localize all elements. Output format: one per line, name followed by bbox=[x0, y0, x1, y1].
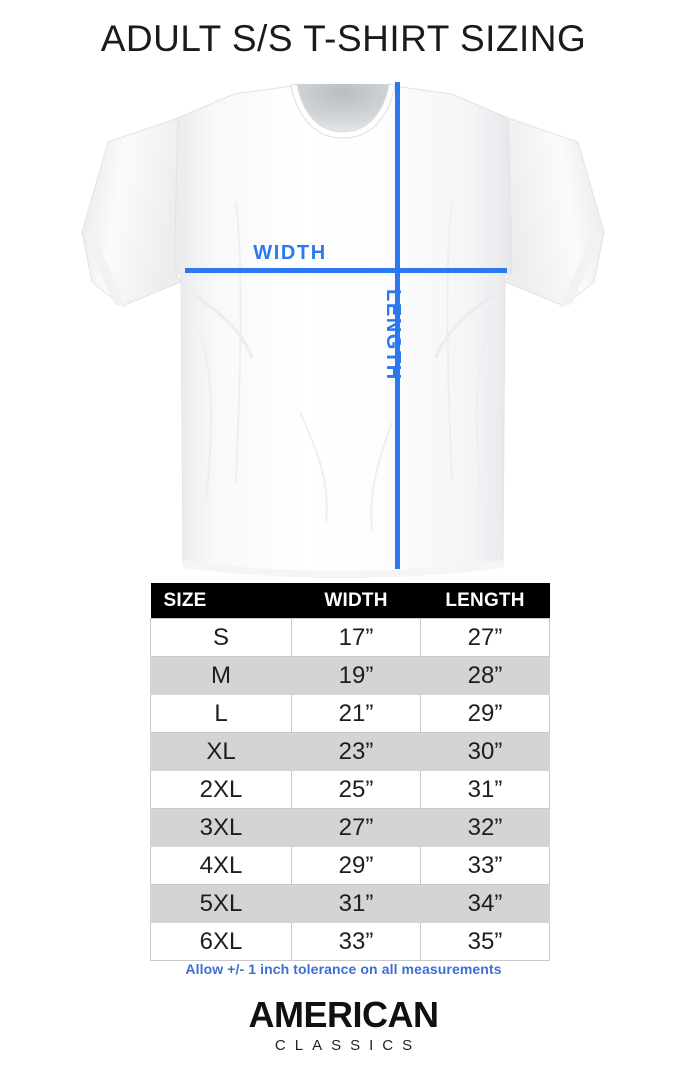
table-body: S 17” 27” M 19” 28” L 21” 29” XL 23” 30”… bbox=[150, 618, 550, 961]
cell-size: 4XL bbox=[150, 846, 292, 885]
cell-length: 30” bbox=[420, 732, 550, 771]
cell-length: 32” bbox=[420, 808, 550, 847]
right-sleeve-hem bbox=[560, 234, 602, 308]
cell-size: 6XL bbox=[150, 922, 292, 961]
left-sleeve-hem bbox=[84, 234, 126, 308]
cell-size: S bbox=[150, 618, 292, 657]
cell-width: 17” bbox=[291, 618, 421, 657]
collar-opening-shape bbox=[293, 84, 393, 134]
table-header-row: SIZE WIDTH LENGTH bbox=[150, 583, 550, 619]
table-row: 4XL 29” 33” bbox=[150, 846, 550, 885]
cell-length: 29” bbox=[420, 694, 550, 733]
table-row: 5XL 31” 34” bbox=[150, 884, 550, 923]
armpit-creases bbox=[195, 294, 493, 359]
table-row: XL 23” 30” bbox=[150, 732, 550, 771]
cell-size: M bbox=[150, 656, 292, 695]
cell-width: 25” bbox=[291, 770, 421, 809]
cell-width: 19” bbox=[291, 656, 421, 695]
cell-size: 3XL bbox=[150, 808, 292, 847]
bottom-hem-shape bbox=[183, 560, 503, 578]
tshirt-body-shape bbox=[173, 85, 513, 575]
page-title: ADULT S/S T-SHIRT SIZING bbox=[100, 18, 587, 59]
table-row: 3XL 27” 32” bbox=[150, 808, 550, 847]
tolerance-note: Allow +/- 1 inch tolerance on all measur… bbox=[185, 961, 502, 977]
size-chart-table: SIZE WIDTH LENGTH S 17” 27” M 19” 28” L … bbox=[150, 583, 550, 961]
brand-logo: AMERICAN CLASSICS bbox=[0, 995, 687, 1057]
brand-name-secondary: CLASSICS bbox=[274, 1037, 422, 1054]
table-row: S 17” 27” bbox=[150, 618, 550, 657]
brand-name-primary: AMERICAN bbox=[248, 994, 440, 1035]
cell-width: 23” bbox=[291, 732, 421, 771]
table-header: SIZE WIDTH LENGTH bbox=[150, 583, 550, 619]
cell-size: 2XL bbox=[150, 770, 292, 809]
column-header-size: SIZE bbox=[150, 583, 292, 619]
cell-length: 33” bbox=[420, 846, 550, 885]
column-header-width: WIDTH bbox=[291, 583, 421, 619]
cell-width: 27” bbox=[291, 808, 421, 847]
cell-width: 21” bbox=[291, 694, 421, 733]
left-sleeve-shape bbox=[81, 117, 182, 307]
cell-size: XL bbox=[150, 732, 292, 771]
cell-width: 33” bbox=[291, 922, 421, 961]
fabric-folds bbox=[199, 201, 489, 531]
cell-length: 28” bbox=[420, 656, 550, 695]
cell-length: 34” bbox=[420, 884, 550, 923]
right-sleeve-shape bbox=[504, 117, 605, 307]
cell-size: L bbox=[150, 694, 292, 733]
collar-band-shape bbox=[290, 83, 396, 139]
tshirt-illustration bbox=[81, 83, 605, 578]
cell-length: 27” bbox=[420, 618, 550, 657]
table-row: 2XL 25” 31” bbox=[150, 770, 550, 809]
cell-length: 31” bbox=[420, 770, 550, 809]
tshirt-diagram: WIDTH LENGTH bbox=[0, 82, 687, 582]
cell-length: 35” bbox=[420, 922, 550, 961]
table-row: 6XL 33” 35” bbox=[150, 922, 550, 961]
cell-size: 5XL bbox=[150, 884, 292, 923]
cell-width: 29” bbox=[291, 846, 421, 885]
column-header-length: LENGTH bbox=[420, 583, 550, 619]
table-row: L 21” 29” bbox=[150, 694, 550, 733]
table-row: M 19” 28” bbox=[150, 656, 550, 695]
cell-width: 31” bbox=[291, 884, 421, 923]
